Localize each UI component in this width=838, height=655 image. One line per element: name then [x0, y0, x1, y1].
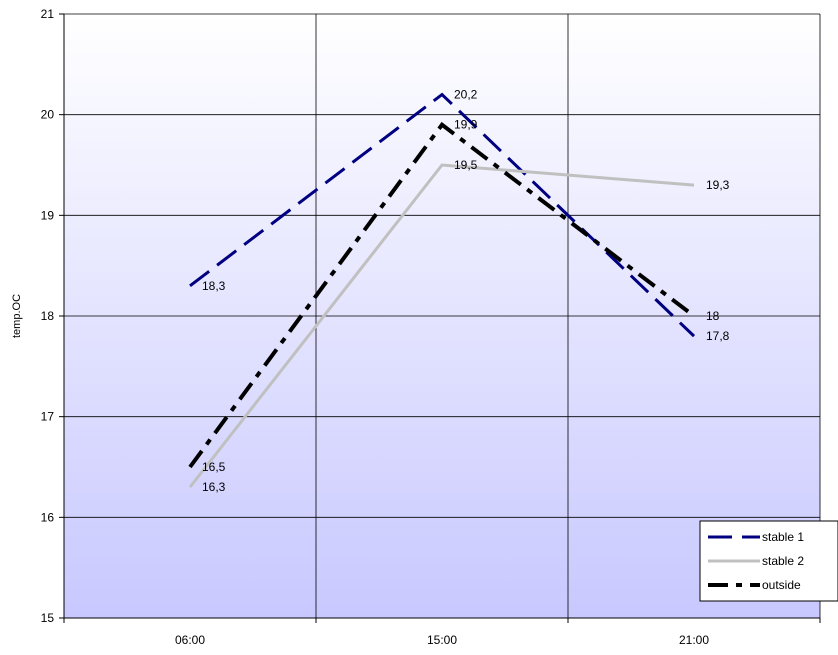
series-line-stable-2: [188, 163, 695, 489]
y-axis-label: temp.OC: [11, 294, 23, 338]
series-line-stable-1: [189, 92, 696, 338]
y-tick-label: 15: [41, 611, 55, 625]
y-tick-label: 21: [41, 7, 55, 21]
axes: 15 16 17 18 19 20 21 06:00 15:00 21:00: [41, 7, 821, 647]
y-tick-label: 20: [41, 108, 55, 122]
legend-label-outside: outside: [762, 578, 801, 592]
data-label: 17,8: [706, 329, 730, 343]
y-tick-label: 19: [41, 208, 55, 222]
legend-label-stable-1: stable 1: [762, 530, 804, 544]
x-tick-label: 15:00: [427, 633, 457, 647]
data-label: 19,3: [706, 178, 730, 192]
data-label: 16,5: [202, 460, 226, 474]
series-lines: [188, 92, 696, 489]
gridlines: [64, 13, 821, 619]
y-tick-label: 18: [41, 309, 55, 323]
x-tick-label: 06:00: [175, 633, 205, 647]
y-tick-label: 16: [41, 510, 55, 524]
data-labels: 18,3 20,2 17,8 16,3 19,5 19,3 16,5 19,9 18: [202, 88, 730, 495]
data-label: 19,9: [454, 118, 478, 132]
legend-label-stable-2: stable 2: [762, 554, 804, 568]
x-tick-label: 21:00: [679, 633, 709, 647]
data-label: 18: [706, 309, 720, 323]
legend: stable 1 stable 2 outside: [699, 520, 838, 602]
data-label: 16,3: [202, 480, 226, 494]
data-label: 19,5: [454, 158, 478, 172]
data-label: 18,3: [202, 279, 226, 293]
y-tick-label: 17: [41, 410, 55, 424]
series-line-outside: [188, 121, 696, 469]
data-label: 20,2: [454, 88, 478, 102]
